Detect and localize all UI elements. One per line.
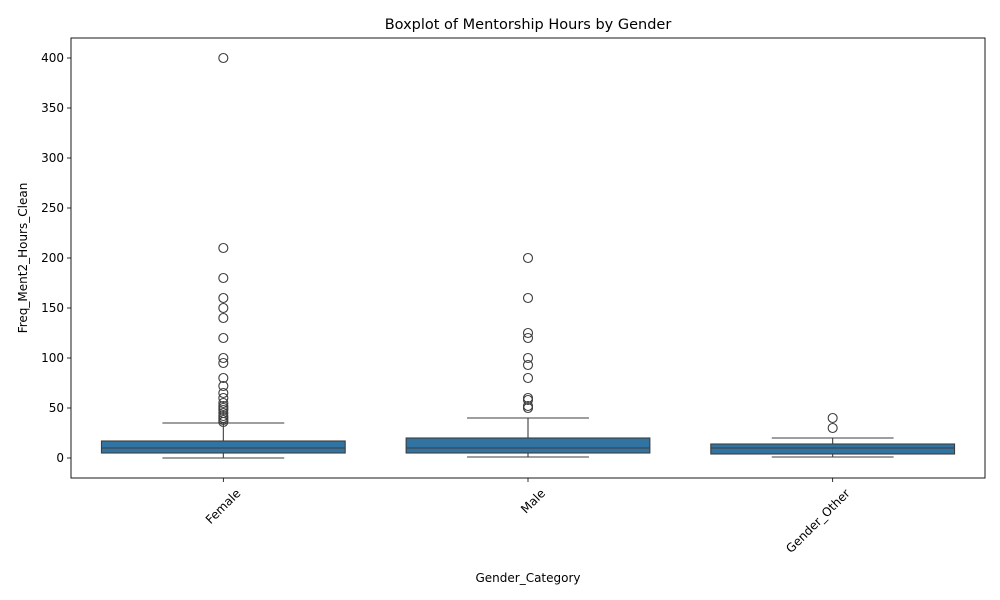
box-male [405, 252, 651, 458]
box-female [100, 52, 346, 459]
box-series [100, 52, 956, 459]
chart-title: Boxplot of Mentorship Hours by Gender [385, 17, 672, 33]
outlier-point [522, 400, 534, 412]
box-iqr [405, 437, 651, 454]
y-tick-label: 50 [49, 401, 64, 415]
outlier-point [218, 52, 229, 64]
outlier-point [218, 410, 229, 422]
box-iqr [100, 440, 346, 454]
y-tick-label: 300 [41, 151, 64, 165]
outlier-point [218, 392, 229, 404]
outlier-point [218, 292, 229, 304]
outlier-point [522, 372, 534, 384]
outlier-point [522, 359, 534, 371]
outlier-point [218, 352, 229, 364]
y-tick-label: 400 [41, 51, 64, 65]
y-axis-ticks: 0 50 100 150 200 250 300 350 400 [41, 51, 71, 465]
y-axis-label: Freq_Ment2_Hours_Clean [16, 183, 30, 334]
outlier-point [827, 412, 838, 424]
outlier-point [827, 422, 838, 434]
outlier-point [218, 357, 229, 369]
outlier-point [522, 332, 534, 344]
outlier-point [218, 407, 229, 419]
outlier-point [522, 292, 534, 304]
outlier-point [522, 327, 534, 339]
x-tick-label: Male [518, 486, 548, 516]
x-axis-label: Gender_Category [475, 571, 580, 585]
outlier-point [218, 302, 229, 314]
x-tick-label: Gender_Other [783, 486, 853, 556]
outlier-point [218, 332, 229, 344]
plot-frame [70, 37, 986, 479]
outlier-point [218, 242, 229, 254]
y-tick-label: 100 [41, 351, 64, 365]
outlier-point [522, 252, 534, 264]
outlier-point [218, 312, 229, 324]
y-tick-label: 250 [41, 201, 64, 215]
x-tick-label: Female [203, 486, 244, 527]
outlier-point [218, 272, 229, 284]
y-tick-label: 150 [41, 301, 64, 315]
x-axis-ticks: Female Male Gender_Other [203, 478, 853, 556]
y-tick-label: 0 [56, 451, 64, 465]
outlier-point [218, 397, 229, 409]
outlier-point [522, 352, 534, 364]
y-tick-label: 200 [41, 251, 64, 265]
box-gender-other [710, 412, 956, 458]
outlier-point [218, 372, 229, 384]
y-tick-label: 350 [41, 101, 64, 115]
outlier-point [218, 400, 229, 412]
outlier-point [522, 392, 534, 404]
outlier-point [218, 380, 229, 392]
box-iqr [710, 443, 956, 455]
outlier-point [218, 387, 229, 399]
